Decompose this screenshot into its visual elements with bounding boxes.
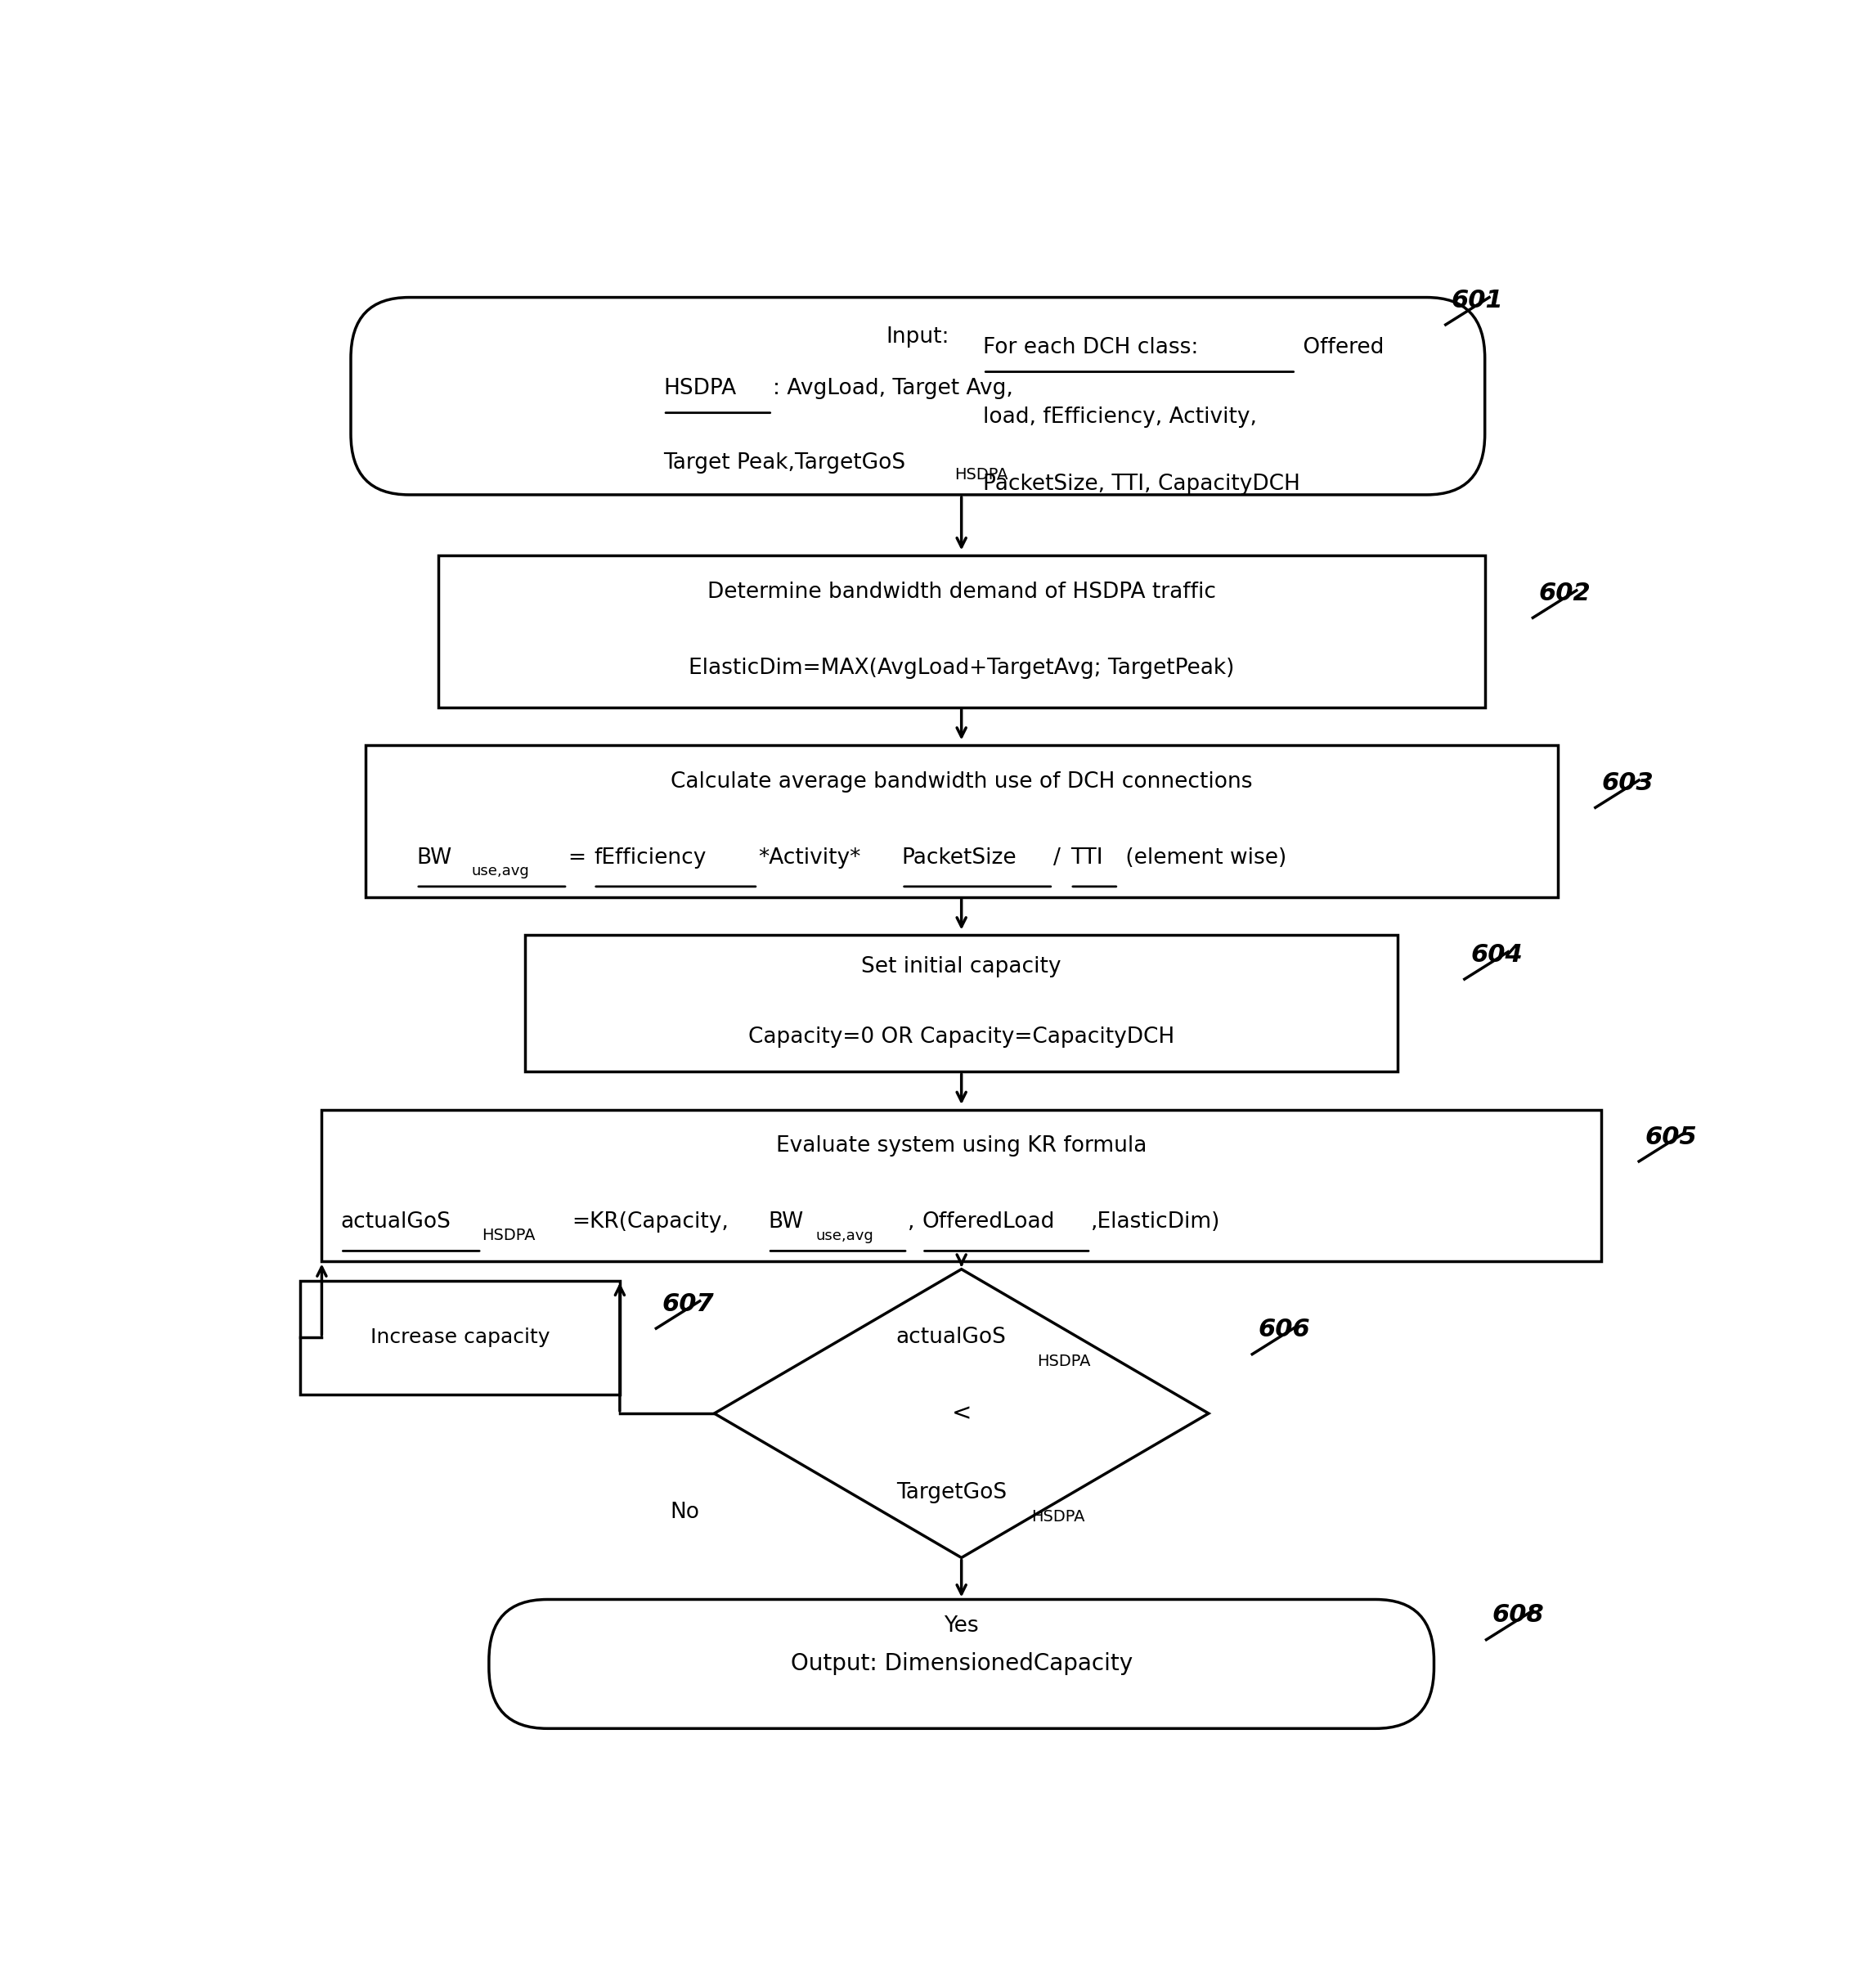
Text: For each DCH class:: For each DCH class: xyxy=(983,337,1199,359)
Text: TargetGoS: TargetGoS xyxy=(897,1481,1007,1503)
Text: ElasticDim=MAX(AvgLoad+TargetAvg; TargetPeak): ElasticDim=MAX(AvgLoad+TargetAvg; Target… xyxy=(688,657,1234,678)
FancyBboxPatch shape xyxy=(351,298,1486,495)
Bar xyxy=(323,1110,1600,1262)
Text: (element wise): (element wise) xyxy=(1118,848,1287,868)
Text: =: = xyxy=(567,848,585,868)
Text: 603: 603 xyxy=(1602,771,1653,795)
Text: *Activity*: *Activity* xyxy=(758,848,861,868)
Text: Target Peak,TargetGoS: Target Peak,TargetGoS xyxy=(664,452,906,473)
Text: : AvgLoad, Target Avg,: : AvgLoad, Target Avg, xyxy=(773,379,1013,398)
Text: TTI: TTI xyxy=(1071,848,1103,868)
Text: Increase capacity: Increase capacity xyxy=(370,1327,550,1347)
Text: Offered: Offered xyxy=(1296,337,1384,359)
Text: HSDPA: HSDPA xyxy=(1037,1355,1090,1371)
Text: Input:: Input: xyxy=(885,325,949,347)
Text: BW: BW xyxy=(767,1211,803,1232)
Text: PacketSize, TTI, CapacityDCH: PacketSize, TTI, CapacityDCH xyxy=(983,473,1300,495)
Bar xyxy=(366,745,1557,897)
Text: 607: 607 xyxy=(662,1292,715,1315)
Text: 601: 601 xyxy=(1452,288,1505,312)
Text: /: / xyxy=(1052,848,1060,868)
Text: Evaluate system using KR formula: Evaluate system using KR formula xyxy=(777,1136,1146,1158)
FancyBboxPatch shape xyxy=(490,1599,1433,1729)
Text: actualGoS: actualGoS xyxy=(897,1327,1006,1349)
Text: load, fEfficiency, Activity,: load, fEfficiency, Activity, xyxy=(983,406,1257,428)
Text: ,ElasticDim): ,ElasticDim) xyxy=(1090,1211,1221,1232)
Text: actualGoS: actualGoS xyxy=(341,1211,450,1232)
Text: <: < xyxy=(951,1402,972,1426)
Text: Determine bandwidth demand of HSDPA traffic: Determine bandwidth demand of HSDPA traf… xyxy=(707,582,1216,603)
Text: HSDPA: HSDPA xyxy=(664,379,735,398)
Text: 606: 606 xyxy=(1259,1317,1309,1341)
Polygon shape xyxy=(715,1270,1208,1558)
Text: OfferedLoad: OfferedLoad xyxy=(923,1211,1054,1232)
Text: 608: 608 xyxy=(1491,1603,1544,1627)
Text: HSDPA: HSDPA xyxy=(955,467,1007,483)
Bar xyxy=(525,935,1398,1073)
Text: Capacity=0 OR Capacity=CapacityDCH: Capacity=0 OR Capacity=CapacityDCH xyxy=(749,1025,1174,1047)
Text: BW: BW xyxy=(416,848,452,868)
Text: Yes: Yes xyxy=(944,1615,979,1637)
Text: use,avg: use,avg xyxy=(471,864,529,880)
Text: ,: , xyxy=(908,1211,915,1232)
Text: HSDPA: HSDPA xyxy=(482,1229,535,1244)
Text: HSDPA: HSDPA xyxy=(1032,1509,1084,1524)
Bar xyxy=(439,556,1486,708)
Text: PacketSize: PacketSize xyxy=(902,848,1017,868)
Text: fEfficiency: fEfficiency xyxy=(593,848,705,868)
Text: Output: DimensionedCapacity: Output: DimensionedCapacity xyxy=(790,1653,1133,1676)
Text: use,avg: use,avg xyxy=(816,1229,874,1242)
Text: 602: 602 xyxy=(1538,582,1591,605)
Text: No: No xyxy=(670,1501,700,1522)
Text: Set initial capacity: Set initial capacity xyxy=(861,956,1062,978)
Text: Calculate average bandwidth use of DCH connections: Calculate average bandwidth use of DCH c… xyxy=(670,771,1253,793)
Text: 604: 604 xyxy=(1471,943,1523,966)
Text: =KR(Capacity,: =KR(Capacity, xyxy=(572,1211,728,1232)
Text: 605: 605 xyxy=(1645,1126,1698,1150)
Bar xyxy=(300,1280,619,1394)
